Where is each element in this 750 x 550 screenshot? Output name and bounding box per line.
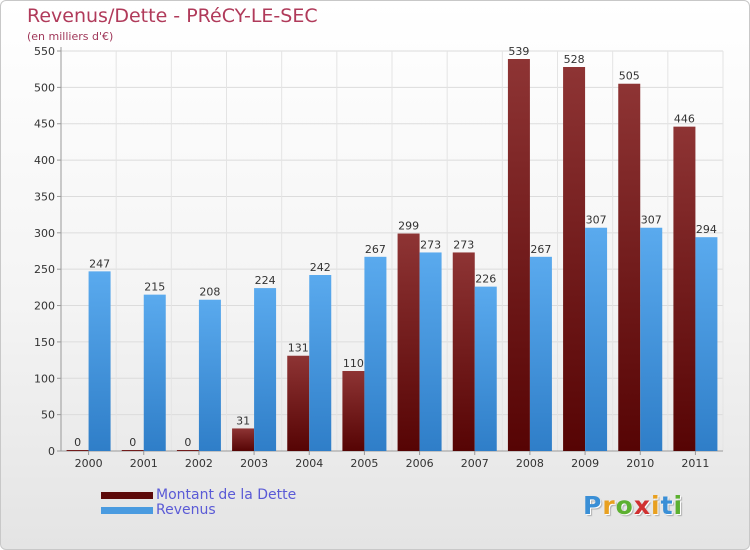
- grid-lines: [60, 50, 724, 452]
- data-label-revenus: 224: [255, 274, 276, 287]
- y-tick-label: 0: [48, 445, 55, 458]
- axes: 0 50 100 150 200 250 300 350 400 450 500 550 2000 200…: [34, 45, 723, 470]
- x-tick-label: 2006: [406, 457, 434, 470]
- bar-revenus: [474, 286, 497, 451]
- x-tick-label: 2002: [185, 457, 213, 470]
- bars: [66, 59, 718, 452]
- bar-revenus: [419, 252, 442, 451]
- x-tick-label: 2005: [350, 457, 378, 470]
- y-tick-label: 350: [34, 190, 55, 203]
- data-label-revenus: 307: [641, 214, 662, 227]
- data-label-dette: 505: [619, 70, 640, 83]
- bar-revenus: [585, 227, 608, 451]
- bar-dette: [397, 233, 420, 451]
- proxiti-logo: Proxiti: [583, 491, 684, 520]
- bar-dette: [618, 83, 641, 452]
- data-label-dette: 0: [184, 436, 191, 449]
- data-label-revenus: 267: [530, 243, 551, 256]
- chart-title: Revenus/Dette - PRéCY-LE-SEC: [27, 5, 318, 27]
- bar-revenus: [254, 288, 277, 451]
- bar-revenus: [640, 227, 663, 451]
- data-label-dette: 528: [564, 53, 585, 66]
- y-tick-label: 400: [34, 154, 55, 167]
- bar-revenus: [88, 271, 111, 451]
- bar-dette: [452, 252, 475, 451]
- x-tick-label: 2008: [516, 457, 544, 470]
- bar-dette: [673, 126, 696, 452]
- x-tick-label: 2003: [240, 457, 268, 470]
- data-label-revenus: 215: [144, 281, 165, 294]
- x-tick-label: 2004: [295, 457, 323, 470]
- x-tick-label: 2011: [681, 457, 709, 470]
- bar-dette: [232, 428, 255, 451]
- bar-dette: [66, 450, 89, 451]
- data-label-revenus: 226: [475, 273, 496, 286]
- bar-dette: [287, 355, 310, 451]
- y-tick-label: 250: [34, 263, 55, 276]
- data-label-revenus: 294: [696, 223, 717, 236]
- x-tick-label: 2001: [130, 457, 158, 470]
- x-tick-label: 2007: [461, 457, 489, 470]
- data-label-dette: 446: [674, 113, 695, 126]
- data-label-dette: 299: [398, 220, 419, 233]
- bar-revenus: [143, 294, 166, 451]
- bar-dette: [563, 67, 586, 451]
- data-label-dette: 110: [343, 357, 364, 370]
- data-label-revenus: 267: [365, 243, 386, 256]
- chart-subtitle: (en milliers d'€): [27, 30, 114, 43]
- legend-swatch-dette: [101, 491, 153, 499]
- y-tick-label: 200: [34, 300, 55, 313]
- y-tick-label: 300: [34, 227, 55, 240]
- data-label-revenus: 273: [420, 238, 441, 251]
- bar-revenus: [695, 237, 718, 451]
- y-tick-label: 150: [34, 336, 55, 349]
- legend-label-revenus: Revenus: [156, 502, 216, 518]
- bar-dette: [121, 450, 144, 451]
- data-label-dette: 539: [508, 45, 529, 58]
- legend-item-dette: Montant de la Dette: [101, 487, 296, 503]
- bar-revenus: [198, 299, 221, 451]
- bar-dette: [176, 450, 199, 451]
- bar-revenus: [529, 256, 552, 451]
- data-label-dette: 0: [129, 436, 136, 449]
- legend-item-revenus: Revenus: [101, 502, 216, 518]
- bar-dette: [507, 59, 530, 451]
- x-tick-label: 2009: [571, 457, 599, 470]
- data-label-revenus: 307: [586, 214, 607, 227]
- legend-swatch-revenus: [101, 506, 153, 514]
- data-label-revenus: 208: [199, 286, 220, 299]
- x-tick-label: 2010: [626, 457, 654, 470]
- y-tick-label: 450: [34, 118, 55, 131]
- legend-label-dette: Montant de la Dette: [156, 487, 297, 503]
- data-label-dette: 131: [288, 342, 309, 355]
- y-tick-label: 550: [34, 45, 55, 58]
- bar-revenus: [309, 275, 332, 451]
- x-tick-label: 2000: [75, 457, 103, 470]
- data-label-revenus: 247: [89, 257, 110, 270]
- y-tick-label: 500: [34, 81, 55, 94]
- data-label-dette: 273: [453, 238, 474, 251]
- bar-revenus: [364, 256, 387, 451]
- data-label-revenus: 242: [310, 261, 331, 274]
- data-label-dette: 31: [236, 414, 250, 427]
- y-tick-label: 50: [41, 409, 55, 422]
- data-label-dette: 0: [74, 436, 81, 449]
- bar-dette: [342, 371, 365, 451]
- y-tick-label: 100: [34, 372, 55, 385]
